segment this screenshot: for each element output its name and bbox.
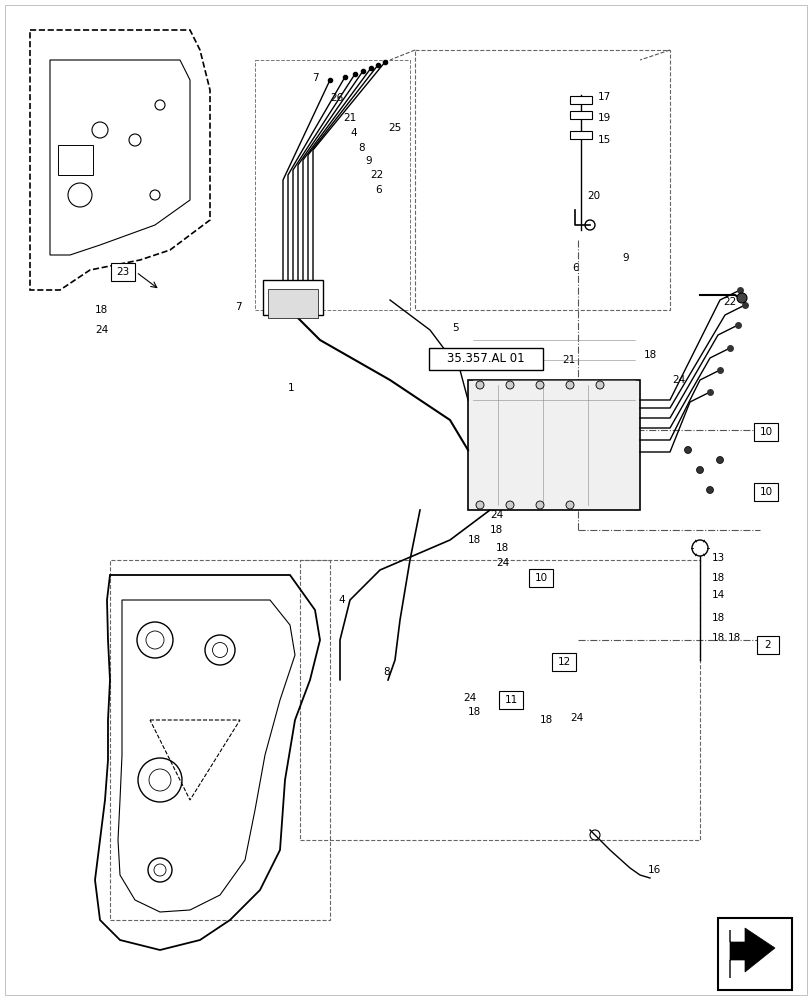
Text: 7: 7 — [234, 302, 242, 312]
Text: 18: 18 — [643, 350, 656, 360]
FancyBboxPatch shape — [753, 483, 777, 501]
Circle shape — [535, 381, 543, 389]
Circle shape — [565, 381, 573, 389]
Text: 1: 1 — [288, 383, 294, 393]
Circle shape — [696, 466, 702, 474]
Circle shape — [475, 501, 483, 509]
Circle shape — [691, 540, 707, 556]
Text: 10: 10 — [758, 427, 771, 437]
Text: 10: 10 — [534, 573, 547, 583]
FancyBboxPatch shape — [499, 691, 522, 709]
Text: 26: 26 — [329, 93, 343, 103]
Circle shape — [535, 501, 543, 509]
Text: 13: 13 — [711, 553, 724, 563]
Text: 18: 18 — [489, 525, 503, 535]
FancyBboxPatch shape — [111, 263, 135, 281]
Text: 24: 24 — [489, 510, 503, 520]
Bar — [717, 918, 791, 990]
Text: 20: 20 — [586, 191, 599, 201]
Text: 4: 4 — [338, 595, 345, 605]
Text: 9: 9 — [621, 253, 628, 263]
FancyBboxPatch shape — [753, 423, 777, 441]
Circle shape — [715, 456, 723, 464]
Text: 11: 11 — [504, 695, 517, 705]
Text: 12: 12 — [556, 657, 570, 667]
Text: 18: 18 — [711, 573, 724, 583]
Circle shape — [684, 446, 691, 454]
Text: 24: 24 — [462, 693, 476, 703]
Text: 2: 2 — [764, 640, 770, 650]
Text: 16: 16 — [647, 865, 660, 875]
Text: 25: 25 — [388, 123, 401, 133]
Text: 14: 14 — [711, 590, 724, 600]
Text: 23: 23 — [116, 267, 130, 277]
Text: 18: 18 — [711, 613, 724, 623]
Circle shape — [595, 381, 603, 389]
Bar — [569, 111, 591, 119]
Text: 8: 8 — [383, 667, 389, 677]
Text: 18: 18 — [95, 305, 108, 315]
Text: 35.357.AL 01: 35.357.AL 01 — [447, 353, 524, 365]
Text: 18: 18 — [711, 633, 724, 643]
Text: 8: 8 — [358, 143, 364, 153]
Text: 18: 18 — [539, 715, 552, 725]
Text: 17: 17 — [597, 92, 611, 102]
Text: 7: 7 — [311, 73, 318, 83]
Text: 21: 21 — [561, 355, 574, 365]
Circle shape — [565, 501, 573, 509]
FancyBboxPatch shape — [756, 636, 778, 654]
Bar — [569, 96, 591, 104]
Bar — [263, 280, 323, 315]
Text: 24: 24 — [569, 713, 582, 723]
Text: 19: 19 — [597, 113, 611, 123]
Text: 24: 24 — [672, 375, 684, 385]
Circle shape — [706, 487, 713, 493]
Circle shape — [736, 293, 746, 303]
Text: 9: 9 — [365, 156, 371, 166]
Text: 18: 18 — [467, 535, 481, 545]
Text: 15: 15 — [597, 135, 611, 145]
Text: 3: 3 — [274, 290, 281, 300]
Text: 18: 18 — [467, 707, 481, 717]
Bar — [268, 289, 318, 318]
Circle shape — [505, 501, 513, 509]
Bar — [467, 380, 639, 510]
Text: 24: 24 — [496, 558, 508, 568]
Text: 6: 6 — [571, 263, 578, 273]
Text: 22: 22 — [722, 297, 736, 307]
Text: 22: 22 — [370, 170, 383, 180]
FancyBboxPatch shape — [428, 348, 543, 370]
Bar — [569, 131, 591, 139]
Text: 18: 18 — [496, 543, 508, 553]
Text: 18: 18 — [727, 633, 740, 643]
Bar — [58, 145, 93, 175]
Text: 5: 5 — [452, 323, 458, 333]
Circle shape — [475, 381, 483, 389]
Text: 10: 10 — [758, 487, 771, 497]
Text: 4: 4 — [350, 128, 356, 138]
Text: 21: 21 — [342, 113, 356, 123]
Text: 6: 6 — [375, 185, 381, 195]
FancyBboxPatch shape — [528, 569, 552, 587]
FancyBboxPatch shape — [551, 653, 575, 671]
Text: 24: 24 — [95, 325, 108, 335]
Polygon shape — [729, 928, 774, 978]
Circle shape — [505, 381, 513, 389]
